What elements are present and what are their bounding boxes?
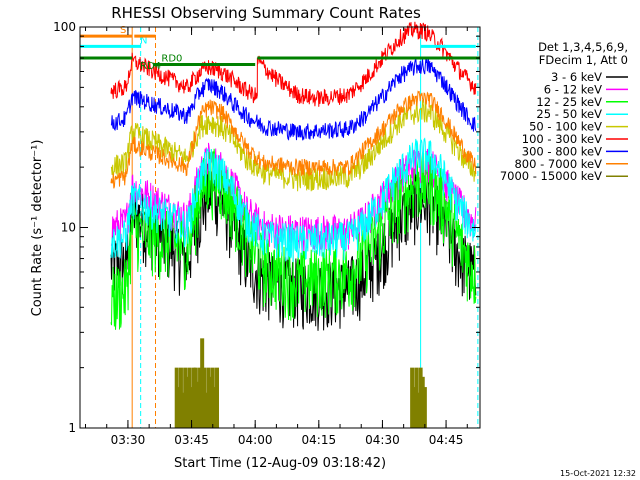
legend-header-line-1: Det 1,3,4,5,6,9,: [538, 40, 628, 54]
series-8-bar-6: [187, 367, 192, 428]
series-8-bar-26: [422, 387, 427, 428]
legend-label-4: 50 - 100 keV: [529, 120, 602, 134]
series-8-bar-5: [185, 376, 190, 428]
series-8-bar-22: [414, 367, 419, 428]
series-8-bar-1: [176, 387, 181, 428]
series-8-bar-16: [208, 376, 213, 428]
series-8-bar-20: [410, 367, 415, 428]
segment-label-1: N: [140, 35, 147, 46]
series-8-bar-21: [412, 387, 417, 428]
series-8-bar-12: [200, 338, 205, 428]
series-8-bar-2: [178, 367, 183, 428]
series-8-bar-14: [204, 392, 209, 428]
series-8-bar-18: [212, 387, 217, 428]
x-axis-label: Start Time (12-Aug-09 03:18:42): [174, 456, 386, 471]
series-8-bar-23: [416, 392, 421, 428]
series-8-bar-4: [183, 367, 188, 428]
series-8-bar-11: [198, 367, 203, 428]
series-line-6: [110, 57, 477, 141]
y-tick-label-1: 10: [61, 221, 76, 235]
legend-label-2: 12 - 25 keV: [536, 95, 602, 109]
legend-label-6: 300 - 800 keV: [522, 144, 602, 158]
chart-title: RHESSI Observing Summary Count Rates: [111, 4, 421, 22]
segment-label-0: S: [120, 25, 126, 36]
y-tick-label-2: 100: [53, 20, 76, 34]
legend-label-5: 100 - 300 keV: [522, 132, 602, 146]
x-tick-label-1: 03:45: [174, 433, 209, 447]
series-8-bar-15: [206, 367, 211, 428]
legend-label-8: 7000 - 15000 keV: [500, 169, 602, 183]
series-8-bar-24: [418, 367, 423, 428]
series-8-bar-3: [181, 392, 186, 428]
x-tick-label-5: 04:45: [429, 433, 464, 447]
series-8-bar-8: [191, 367, 196, 428]
legend-header-line-2: FDecim 1, Att 0: [539, 53, 628, 67]
series-8-bar-13: [202, 367, 207, 428]
series-8-bar-17: [210, 367, 215, 428]
series-line-7: [110, 90, 477, 189]
legend-label-0: 3 - 6 keV: [551, 70, 602, 84]
legend-label-1: 6 - 12 keV: [544, 82, 602, 96]
footer-date: 15-Oct-2021 12:32: [560, 469, 636, 478]
legend-label-3: 25 - 50 keV: [536, 107, 602, 121]
x-tick-label-4: 04:30: [365, 433, 400, 447]
x-tick-label-3: 04:15: [302, 433, 337, 447]
y-tick-label-0: 1: [68, 421, 76, 435]
legend-label-7: 800 - 7000 keV: [514, 157, 602, 171]
series-8-bar-10: [195, 381, 200, 428]
x-tick-label-2: 04:00: [238, 433, 273, 447]
series-8-bar-0: [174, 367, 179, 428]
series-line-2: [110, 148, 477, 330]
series-line-0: [110, 161, 477, 331]
series-8-bar-25: [420, 376, 425, 428]
segment-label-5: RD0: [161, 54, 182, 65]
segment-label-4: RD4: [140, 61, 161, 72]
x-tick-label-0: 03:30: [111, 433, 146, 447]
series-8-bar-9: [193, 367, 198, 428]
series-8-bar-7: [189, 387, 194, 428]
series-8-bar-19: [215, 367, 220, 428]
axes: 03:30 03:45 04:00 04:15 04:30 04:45 1 10 100: [53, 20, 480, 447]
y-axis-label: Count Rate (s⁻¹ detector⁻¹): [30, 140, 45, 317]
series-line-3: [110, 137, 477, 263]
